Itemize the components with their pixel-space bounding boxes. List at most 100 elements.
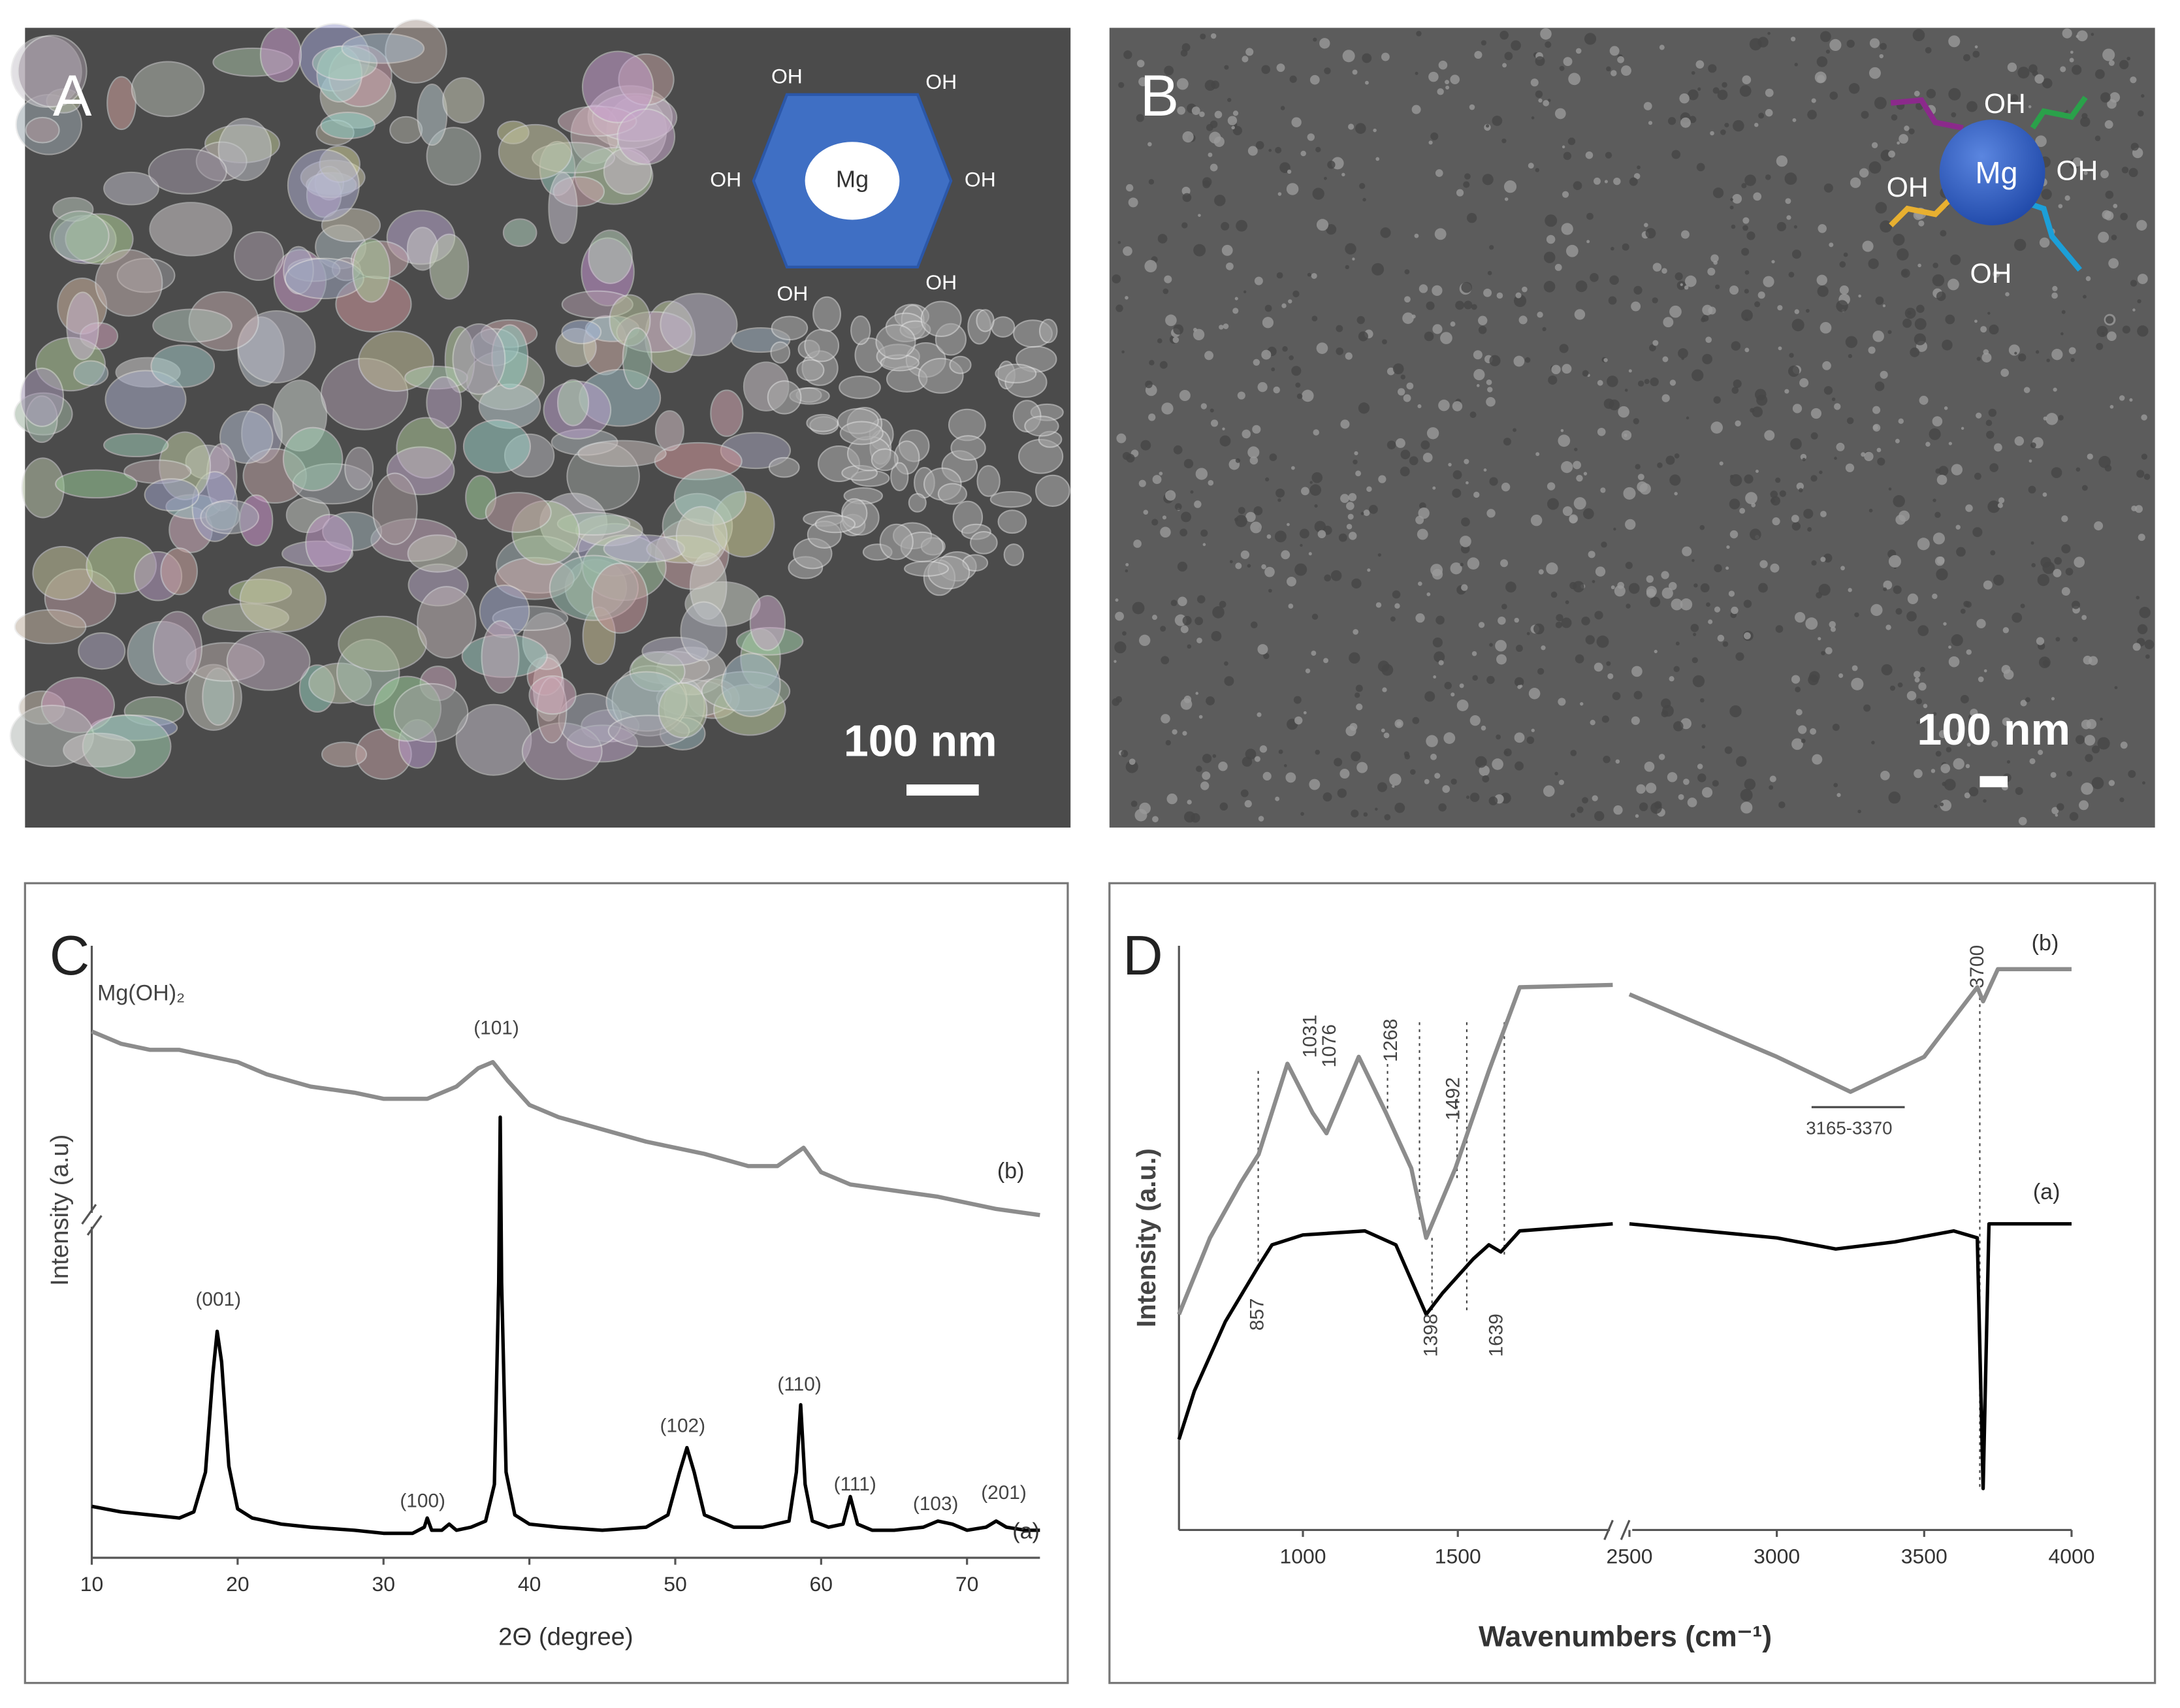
grain	[1418, 581, 1422, 586]
grain	[1277, 498, 1281, 502]
grain	[1240, 789, 1249, 798]
grain	[1466, 481, 1469, 485]
grain	[1422, 453, 1433, 462]
grain	[2041, 189, 2052, 200]
grain	[2070, 357, 2075, 363]
grain	[1371, 263, 1385, 276]
grain	[1839, 261, 1846, 268]
panel-label: A	[53, 63, 92, 128]
grain	[1914, 318, 1927, 330]
grain	[890, 462, 909, 492]
grain	[1573, 181, 1582, 191]
grain	[1562, 191, 1569, 198]
grain	[1998, 497, 2005, 504]
grain	[1717, 89, 1728, 101]
grain	[1645, 782, 1657, 794]
x-tick-label: 10	[80, 1572, 104, 1596]
grain	[2014, 238, 2027, 251]
grain	[1883, 587, 1887, 592]
grain	[1219, 435, 1231, 447]
grain	[1569, 582, 1577, 590]
grain	[1935, 750, 1942, 757]
grain	[1221, 244, 1233, 256]
grain	[1983, 799, 1987, 803]
grain	[1513, 355, 1525, 367]
grain	[1196, 765, 1202, 773]
grain	[2055, 637, 2060, 642]
grain	[1893, 233, 1905, 246]
grain	[1811, 98, 1816, 103]
grain	[1432, 324, 1443, 334]
grain	[2001, 664, 2011, 674]
grain	[1262, 771, 1272, 781]
grain	[1292, 290, 1300, 298]
panel-label: D	[1123, 925, 1162, 987]
grain	[1144, 260, 1157, 272]
grain	[1680, 117, 1691, 128]
grain	[1876, 447, 1882, 453]
grain	[904, 560, 949, 577]
grain	[1478, 622, 1485, 628]
grain	[1692, 675, 1705, 688]
grain	[1633, 690, 1643, 700]
grain	[417, 586, 477, 659]
grain	[1151, 519, 1159, 526]
grain	[2030, 541, 2034, 545]
grain	[149, 202, 232, 257]
grain	[1466, 795, 1470, 799]
series-label: (a)	[1012, 1519, 1040, 1544]
grain	[1688, 89, 1699, 101]
grain	[1219, 802, 1228, 811]
grain	[2046, 359, 2050, 363]
ligand-icon	[1889, 189, 1960, 227]
grain	[1974, 472, 1981, 480]
grain	[1594, 611, 1603, 620]
grain	[2107, 99, 2117, 109]
grain	[1281, 550, 1290, 560]
grain	[1469, 104, 1475, 110]
grain	[1387, 367, 1395, 376]
grain	[2120, 212, 2128, 221]
grain	[1424, 691, 1435, 702]
grain	[1574, 309, 1586, 320]
grain	[1888, 555, 1901, 568]
grain	[1955, 524, 1961, 530]
grain	[2107, 331, 2117, 342]
grain	[1384, 814, 1391, 821]
grain	[1535, 56, 1545, 67]
grain	[1697, 87, 1701, 91]
grain	[617, 108, 676, 165]
grain	[1908, 128, 1915, 135]
grain	[1633, 418, 1639, 425]
grain	[1592, 795, 1598, 801]
inset-center: Mg	[1975, 156, 2017, 190]
grain	[1654, 649, 1658, 654]
grain	[1238, 507, 1245, 514]
grain	[2097, 737, 2110, 750]
grain	[1792, 404, 1803, 413]
sem-texture	[1112, 28, 2155, 826]
grain	[1152, 475, 1162, 484]
grain	[1897, 141, 1900, 145]
grain	[1339, 768, 1350, 779]
oh-label: OH	[1970, 258, 2012, 289]
grain	[1581, 617, 1590, 626]
grain	[2000, 368, 2010, 378]
grain	[812, 296, 841, 332]
grain	[1348, 123, 1354, 130]
grain	[1914, 671, 1921, 678]
grain	[1618, 406, 1629, 418]
grain	[1791, 522, 1801, 531]
grain	[1187, 644, 1192, 649]
grain	[1245, 511, 1256, 523]
grain	[1455, 300, 1464, 310]
grain	[1314, 521, 1326, 532]
grain	[1464, 300, 1473, 310]
grain	[1390, 616, 1396, 622]
grain	[1501, 482, 1511, 492]
grain	[1356, 315, 1365, 325]
grain	[63, 732, 136, 767]
grain	[1820, 511, 1827, 517]
grain	[1286, 183, 1299, 195]
grain	[2126, 56, 2131, 61]
